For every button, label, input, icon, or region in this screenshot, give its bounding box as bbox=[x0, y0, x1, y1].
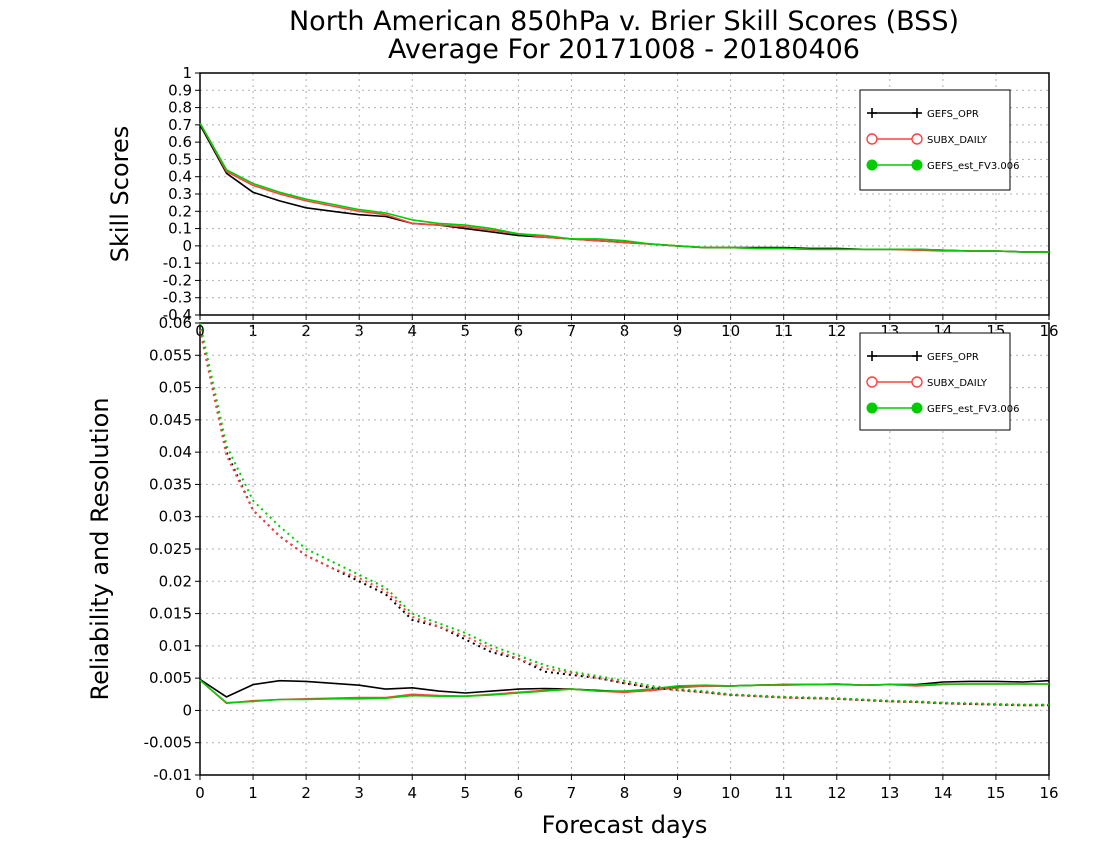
series-line-gefs-est-fv3-006 bbox=[199, 679, 1049, 704]
figure-title-line2: Average For 20171008 - 20180406 bbox=[388, 34, 860, 65]
y-tick-label: -0.3 bbox=[163, 289, 192, 307]
x-tick-label: 2 bbox=[301, 784, 311, 802]
x-tick-label: 14 bbox=[933, 784, 952, 802]
x-tick-label: 4 bbox=[407, 784, 417, 802]
y-tick-label: 0.06 bbox=[159, 314, 192, 332]
x-tick-label: 0 bbox=[195, 784, 205, 802]
y-tick-label: 0 bbox=[182, 237, 192, 255]
legend-label: SUBX_DAILY bbox=[927, 378, 988, 389]
y-tick-label: 0.05 bbox=[159, 379, 192, 397]
series-line-gefs-est-fv3-006-dotted bbox=[199, 322, 1049, 706]
legend-label: SUBX_DAILY bbox=[927, 135, 988, 146]
y-tick-label: 0.8 bbox=[168, 99, 192, 117]
y-tick-label: 0.025 bbox=[149, 540, 192, 558]
y-tick-label: 0.01 bbox=[159, 637, 192, 655]
y-tick-label: 0.035 bbox=[149, 475, 192, 493]
y-tick-label: 0.3 bbox=[168, 185, 192, 203]
legend-open-circle-marker bbox=[866, 376, 878, 388]
x-tick-label: 11 bbox=[774, 784, 793, 802]
legend-filled-circle-marker bbox=[866, 402, 878, 414]
y-tick-label: -0.2 bbox=[163, 271, 192, 289]
legend-label: GEFS_OPR bbox=[927, 352, 979, 363]
legend-label: GEFS_OPR bbox=[927, 109, 979, 120]
legend-label: GEFS_est_FV3.006 bbox=[927, 404, 1020, 415]
x-tick-label: 10 bbox=[721, 784, 740, 802]
legend-open-circle-marker bbox=[911, 376, 923, 388]
x-tick-label: 7 bbox=[567, 784, 577, 802]
x-tick-label: 16 bbox=[1039, 784, 1058, 802]
legend-open-circle-marker bbox=[866, 133, 878, 145]
y-tick-label: -0.1 bbox=[163, 254, 192, 272]
x-tick-label: 6 bbox=[514, 784, 524, 802]
y-tick-label: 0.02 bbox=[159, 572, 192, 590]
y-tick-label: 1 bbox=[182, 64, 192, 82]
y-tick-label: 0.6 bbox=[168, 133, 192, 151]
legend: GEFS_OPR SUBX_DAILY GEFS_est_FV3.006 bbox=[859, 332, 1020, 431]
reliability-resolution-panel: 0.060.0550.050.0450.040.0350.030.0250.02… bbox=[86, 314, 1059, 839]
x-tick-label: 12 bbox=[827, 784, 846, 802]
legend-filled-circle-marker bbox=[866, 159, 878, 171]
legend-box bbox=[859, 89, 1011, 191]
y-tick-label: 0.2 bbox=[168, 202, 192, 220]
y-tick-label: 0.7 bbox=[168, 116, 192, 134]
x-tick-label: 8 bbox=[620, 784, 630, 802]
legend: GEFS_OPR SUBX_DAILY GEFS_est_FV3.006 bbox=[859, 89, 1020, 191]
y-tick-label: 0.1 bbox=[168, 220, 192, 238]
x-tick-label: 5 bbox=[461, 784, 471, 802]
series-line-gefs-est-fv3-006 bbox=[199, 122, 1049, 253]
y-tick-label: -0.4 bbox=[163, 306, 192, 324]
y-tick-label: 0.045 bbox=[149, 411, 192, 429]
y-tick-label: 0.015 bbox=[149, 605, 192, 623]
x-axis-label: Forecast days bbox=[542, 811, 708, 839]
skill-scores-panel: 10.90.80.70.60.50.40.30.20.10-0.1-0.2-0.… bbox=[106, 64, 1059, 340]
y-tick-label: 0.03 bbox=[159, 508, 192, 526]
x-tick-label: 9 bbox=[673, 784, 683, 802]
y-tick-label: 0.04 bbox=[159, 443, 192, 461]
y-tick-label: 0 bbox=[182, 701, 192, 719]
legend-filled-circle-marker bbox=[911, 402, 923, 414]
y-tick-label: 0.055 bbox=[149, 346, 192, 364]
x-tick-label: 3 bbox=[354, 784, 364, 802]
y-tick-label: -0.01 bbox=[153, 766, 192, 784]
legend-label: GEFS_est_FV3.006 bbox=[927, 161, 1020, 172]
figure-title-line1: North American 850hPa v. Brier Skill Sco… bbox=[289, 6, 959, 37]
y-tick-label: 0.005 bbox=[149, 669, 192, 687]
y-tick-label: -0.005 bbox=[144, 734, 192, 752]
y-tick-label: 0.9 bbox=[168, 81, 192, 99]
y-axis-label: Reliability and Resolution bbox=[86, 397, 114, 700]
x-tick-label: 1 bbox=[248, 784, 258, 802]
legend-filled-circle-marker bbox=[911, 159, 923, 171]
y-tick-label: 0.4 bbox=[168, 168, 192, 186]
y-axis-label: Skill Scores bbox=[106, 126, 134, 263]
x-tick-label: 15 bbox=[986, 784, 1005, 802]
x-tick-label: 13 bbox=[880, 784, 899, 802]
legend-open-circle-marker bbox=[911, 133, 923, 145]
y-tick-label: 0.5 bbox=[168, 150, 192, 168]
series-line-subx-daily-dotted bbox=[199, 329, 1049, 707]
